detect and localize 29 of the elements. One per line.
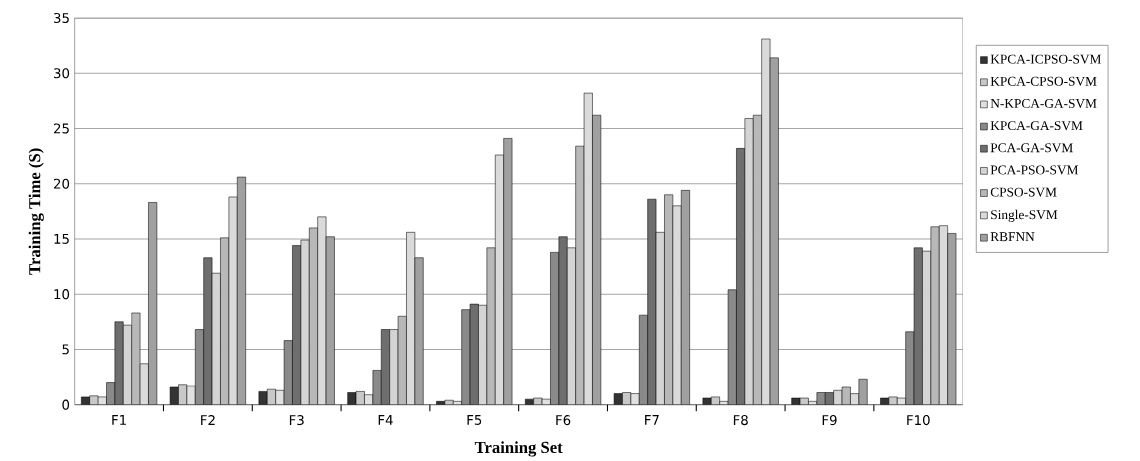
- legend-label: CPSO-SVM: [990, 187, 1057, 197]
- y-tick-label: 25: [53, 123, 69, 134]
- legend-label: N-KPCA-GA-SVM: [990, 98, 1097, 109]
- x-tick-label: F4: [378, 415, 393, 425]
- x-tick-label: F5: [467, 415, 482, 425]
- y-tick-label: 20: [53, 178, 70, 189]
- legend-label: Single-SVM: [991, 209, 1058, 222]
- y-tick-label: 30: [54, 68, 70, 79]
- y-tick-label: 10: [54, 289, 70, 300]
- y-tick-label: 0: [62, 399, 70, 410]
- y-axis-title: Training Time (S): [28, 148, 44, 275]
- x-tick-label: F6: [556, 415, 571, 426]
- x-tick-label: F8: [733, 415, 748, 426]
- legend-label: KPCA-GA-SVM: [990, 121, 1083, 131]
- y-tick-label: 35: [54, 12, 69, 24]
- x-tick-label: F3: [289, 415, 304, 426]
- x-tick-label: F10: [907, 415, 930, 426]
- y-tick-label: 15: [54, 233, 69, 244]
- x-tick-label: F7: [645, 415, 659, 425]
- x-tick-label: F2: [201, 415, 215, 425]
- y-tick-label: 5: [62, 344, 69, 355]
- x-tick-label: F1: [112, 415, 126, 425]
- legend-label: KPCA-CPSO-SVM: [990, 76, 1097, 86]
- x-tick-label: F9: [822, 415, 837, 426]
- legend-label: RBFNN: [990, 232, 1035, 242]
- legend-label: PCA-GA-SVM: [990, 143, 1073, 153]
- x-axis-title: Training Set: [474, 441, 563, 457]
- legend-label: KPCA-ICPSO-SVM: [990, 54, 1102, 64]
- legend-label: PCA-PSO-SVM: [990, 165, 1079, 175]
